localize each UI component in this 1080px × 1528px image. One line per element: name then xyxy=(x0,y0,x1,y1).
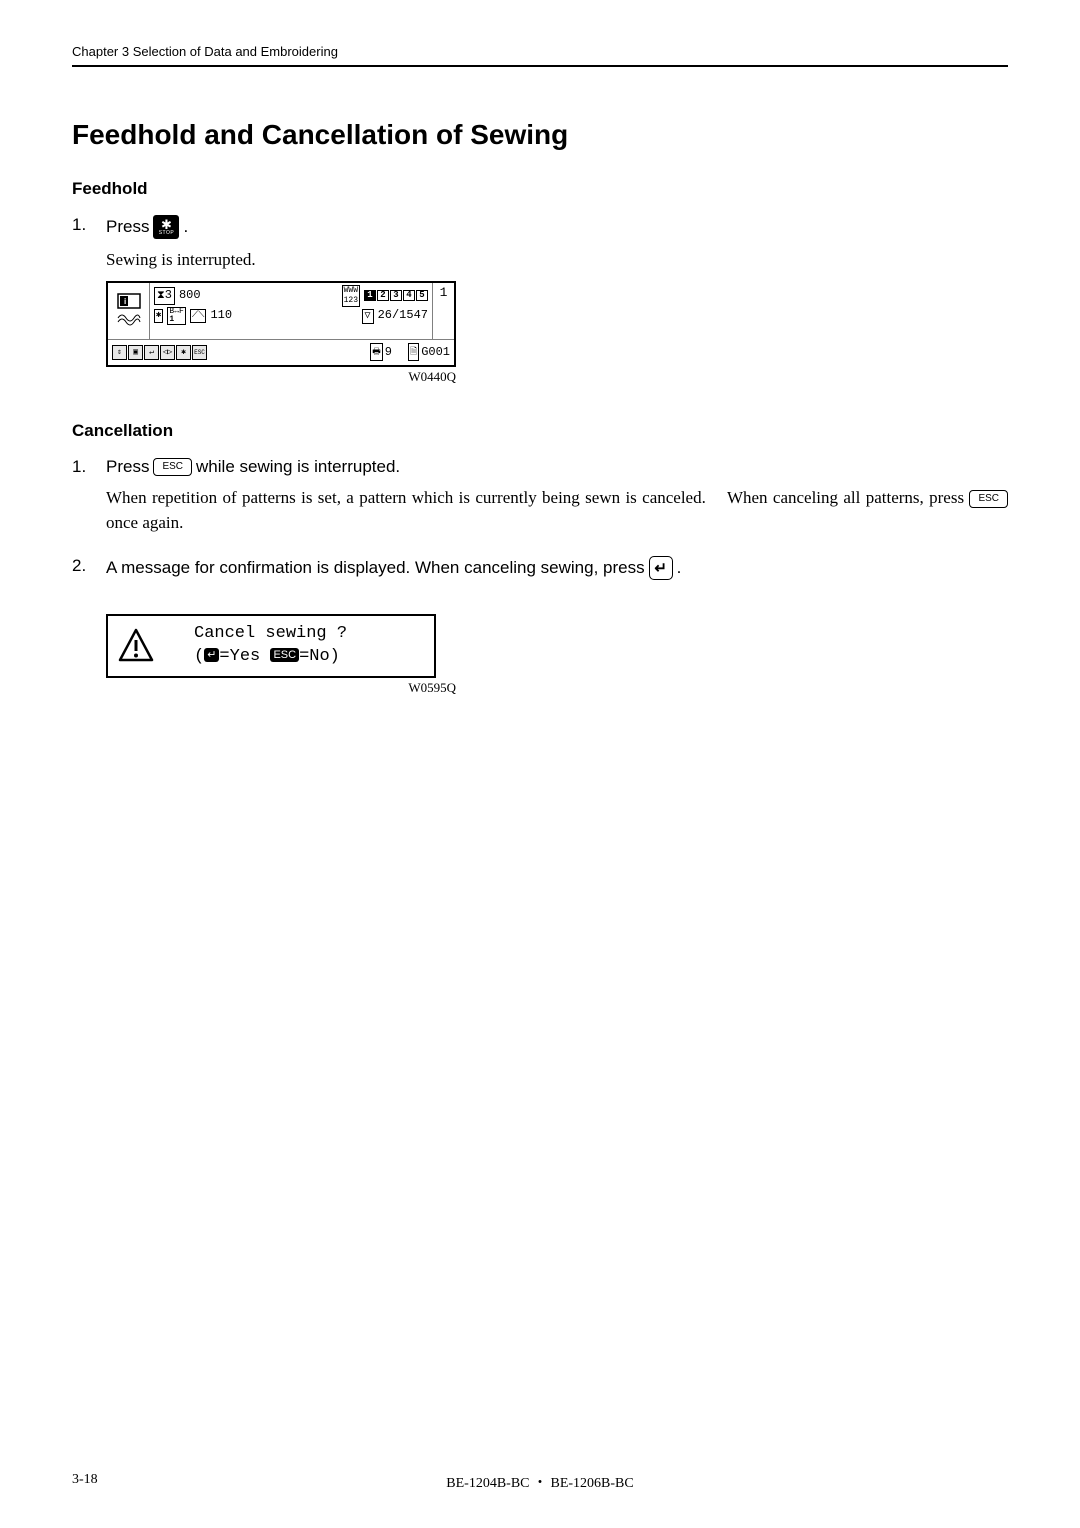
dialog-line2: (↵=Yes ESC=No) xyxy=(194,646,347,669)
page-header: Chapter 3 Selection of Data and Embroide… xyxy=(72,44,1008,67)
needle-icon: ⟋⟍ xyxy=(190,309,207,323)
dialog-label: W0595Q xyxy=(106,680,456,696)
stop-button-icon: ✱ STOP xyxy=(153,215,179,239)
esc-small-key: ESC xyxy=(270,648,299,663)
doc-val: G001 xyxy=(421,345,450,359)
dialog-screen: Cancel sewing ? (↵=Yes ESC=No) xyxy=(106,614,436,678)
print-icon: 🖶 xyxy=(370,343,383,361)
doc-icon: 🗎 xyxy=(408,343,419,361)
svg-text:i: i xyxy=(124,297,126,306)
print-val: 9 xyxy=(385,345,392,359)
counter-icon: ▽ xyxy=(362,309,374,324)
step-text: Press ✱ STOP . xyxy=(106,215,188,239)
stop-label: STOP xyxy=(159,231,175,236)
lcd-speed: 800 xyxy=(179,288,201,304)
text-before: Press xyxy=(106,217,149,237)
lcd-label: W0440Q xyxy=(106,369,456,385)
text-after: . xyxy=(677,558,682,578)
lcd-btn-esc: ESC xyxy=(192,345,207,360)
lcd-btn: ▣ xyxy=(128,345,143,360)
hourglass-icon: ⧗3 xyxy=(154,287,175,305)
bf-icon: ✱ xyxy=(154,309,163,323)
body-text-c: once again. xyxy=(106,513,183,532)
text-before: Press xyxy=(106,457,149,477)
dialog-line1: Cancel sewing ? xyxy=(194,623,347,646)
bf-box: B↔F1 xyxy=(167,307,185,325)
step-number: 1. xyxy=(72,457,106,477)
text-before: A message for confirmation is displayed.… xyxy=(106,558,645,578)
color-seg: 5 xyxy=(416,290,428,301)
lcd-colorbar: 1 2 3 4 5 xyxy=(364,290,428,301)
page-title: Feedhold and Cancellation of Sewing xyxy=(72,119,1008,151)
footer-page-number: 3-18 xyxy=(72,1472,98,1488)
step-number: 2. xyxy=(72,556,106,580)
color-seg: 1 xyxy=(364,290,376,301)
enter-key-icon: ↵ xyxy=(649,556,673,580)
enter-small-key: ↵ xyxy=(204,648,219,663)
body-text-a: When repetition of patterns is set, a pa… xyxy=(106,488,706,507)
lcd-speed2: 110 xyxy=(210,308,232,324)
text-after: while sewing is interrupted. xyxy=(196,457,400,477)
lcd-btn: ✱ xyxy=(176,345,191,360)
text-after: . xyxy=(183,217,188,237)
color-seg: 3 xyxy=(390,290,402,301)
page-footer: 3-18 BE-1204B-BC ・ BE-1206B-BC xyxy=(72,1472,1008,1488)
feedhold-heading: Feedhold xyxy=(72,179,1008,199)
cancellation-step-2: 2. A message for confirmation is display… xyxy=(72,556,1008,580)
footer-model: BE-1204B-BC ・ BE-1206B-BC xyxy=(446,1472,633,1492)
body-text-b: When canceling all patterns, press xyxy=(727,488,969,507)
color-seg: 4 xyxy=(403,290,415,301)
lcd-middle: ⧗3 800 WWW123 1 2 3 4 5 ✱ B↔F1 xyxy=(150,283,432,339)
warning-icon xyxy=(116,626,156,666)
color-seg: 2 xyxy=(377,290,389,301)
dialog-text: Cancel sewing ? (↵=Yes ESC=No) xyxy=(194,623,347,669)
cancellation-step-1: 1. Press ESC while sewing is interrupted… xyxy=(72,457,1008,477)
step-text: A message for confirmation is displayed.… xyxy=(106,556,681,580)
cancellation-heading: Cancellation xyxy=(72,421,1008,441)
lcd-counter: 26/1547 xyxy=(378,308,428,324)
lcd-www-icon: WWW123 xyxy=(342,285,360,308)
lcd-status-icon: i xyxy=(108,283,150,339)
lcd-btn: ⇕ xyxy=(112,345,127,360)
feedhold-step-1: 1. Press ✱ STOP . xyxy=(72,215,1008,239)
lcd-btn: ◁▷ xyxy=(160,345,175,360)
step-text: Press ESC while sewing is interrupted. xyxy=(106,457,400,477)
lcd-bottom-bar: ⇕ ▣ ↵ ◁▷ ✱ ESC 🖶 9 🗎 G001 xyxy=(108,339,454,365)
feedhold-body: Sewing is interrupted. xyxy=(106,247,1008,273)
step-number: 1. xyxy=(72,215,106,239)
cancellation-body: When repetition of patterns is set, a pa… xyxy=(106,485,1008,536)
esc-key-icon: ESC xyxy=(969,490,1008,508)
lcd-screen: i ⧗3 800 WWW123 1 2 3 xyxy=(106,281,456,367)
esc-key-icon: ESC xyxy=(153,458,192,476)
lcd-right-val: 1 xyxy=(432,283,454,339)
lcd-btn: ↵ xyxy=(144,345,159,360)
